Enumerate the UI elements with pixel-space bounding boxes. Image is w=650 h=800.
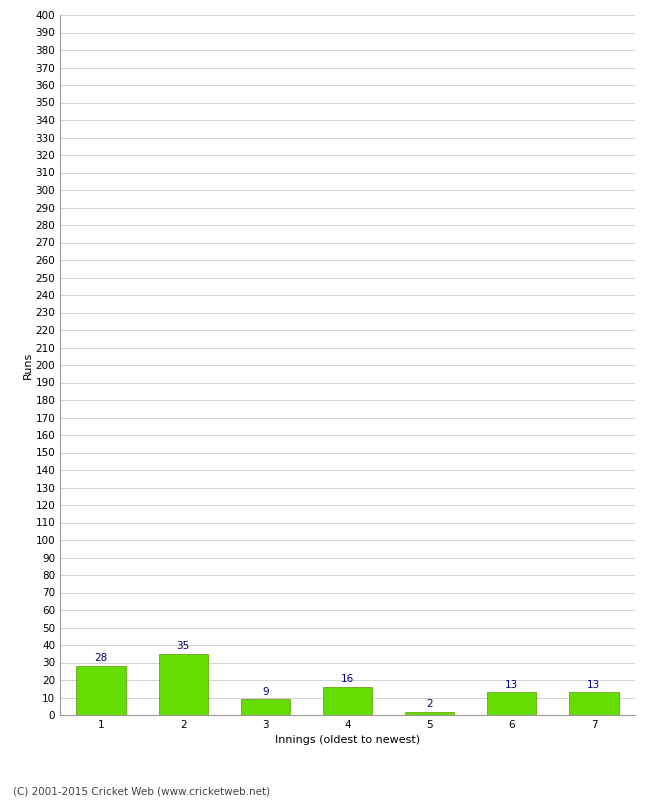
Bar bbox=[487, 692, 536, 715]
X-axis label: Innings (oldest to newest): Innings (oldest to newest) bbox=[275, 735, 420, 746]
Y-axis label: Runs: Runs bbox=[23, 351, 32, 378]
Text: 16: 16 bbox=[341, 674, 354, 684]
Text: 13: 13 bbox=[505, 680, 519, 690]
Bar bbox=[240, 699, 290, 715]
Text: 35: 35 bbox=[177, 641, 190, 651]
Bar bbox=[405, 711, 454, 715]
Text: (C) 2001-2015 Cricket Web (www.cricketweb.net): (C) 2001-2015 Cricket Web (www.cricketwe… bbox=[13, 786, 270, 796]
Bar bbox=[569, 692, 619, 715]
Bar bbox=[159, 654, 208, 715]
Text: 2: 2 bbox=[426, 699, 433, 709]
Text: 28: 28 bbox=[94, 654, 108, 663]
Bar bbox=[77, 666, 125, 715]
Text: 13: 13 bbox=[588, 680, 601, 690]
Bar bbox=[323, 687, 372, 715]
Text: 9: 9 bbox=[262, 686, 268, 697]
